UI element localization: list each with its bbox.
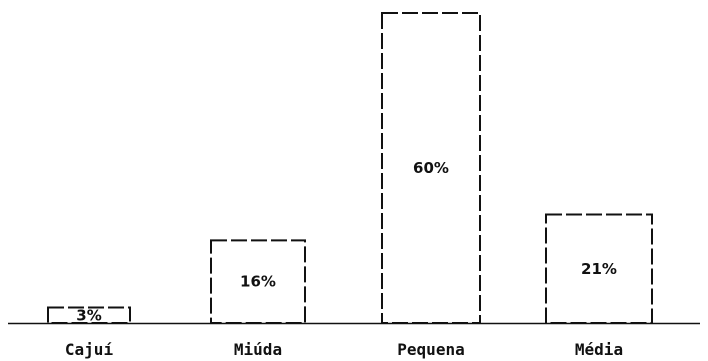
labels-group: 3% Cajuí 16% Miúda 60% Pequena 21% Média [65, 159, 623, 359]
bar-miúda [210, 239, 306, 324]
category-label: Média [575, 340, 623, 359]
bar-cajuí [47, 306, 131, 324]
category-label: Cajuí [65, 340, 114, 359]
category-label: Pequena [397, 340, 464, 359]
category-label: Miúda [234, 340, 282, 359]
bar-value-label: 3% [76, 306, 101, 324]
bar-value-label: 16% [240, 273, 276, 291]
bar-value-label: 60% [413, 159, 449, 177]
bars-group [47, 12, 653, 324]
bar-média [545, 213, 653, 324]
bar-value-label: 21% [581, 260, 617, 278]
bar-pequena [381, 12, 481, 324]
